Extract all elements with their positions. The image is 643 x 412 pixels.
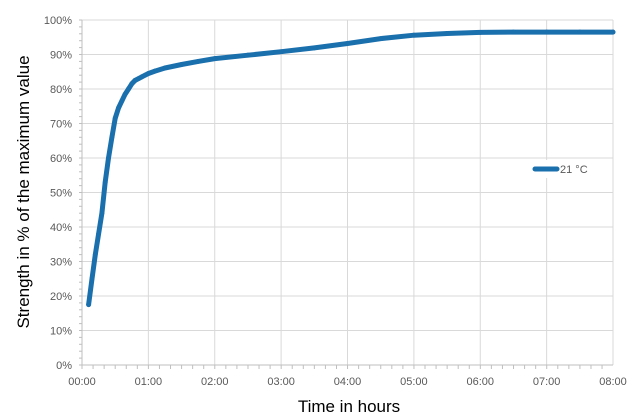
data-point: [544, 29, 550, 35]
y-tick-label: 20%: [50, 291, 72, 303]
x-tick-label: 06:00: [466, 376, 494, 388]
y-tick-label: 90%: [50, 50, 72, 62]
data-point: [106, 155, 111, 161]
data-point: [92, 252, 98, 257]
data-point: [278, 49, 284, 55]
legend-label: 21 °C: [560, 164, 588, 176]
x-tick-label: 07:00: [533, 376, 561, 388]
data-point: [477, 30, 483, 35]
x-tick-label: 04:00: [334, 376, 362, 388]
y-tick-label: 30%: [50, 257, 72, 269]
data-point: [122, 91, 128, 97]
y-tick-label: 10%: [50, 326, 72, 338]
y-tick-label: 80%: [50, 84, 72, 96]
data-point: [109, 134, 115, 140]
data-point: [152, 68, 158, 74]
series-layer: [86, 29, 616, 308]
y-tick-label: 60%: [50, 153, 72, 165]
x-axis-title: Time in hours: [298, 397, 400, 412]
data-point: [212, 56, 218, 62]
data-point: [179, 62, 184, 67]
data-point: [99, 210, 105, 216]
grid-layer: [81, 19, 614, 366]
y-tick-label: 70%: [50, 119, 72, 131]
axis-layer: 0% 10% 20% 30% 40% 50% 60% 70% 80% 90% 100% 00:00 01…: [44, 15, 627, 388]
x-tick-label: 03:00: [267, 376, 295, 388]
legend: 21 °C: [531, 160, 595, 178]
data-point: [86, 302, 92, 308]
legend-background: [531, 160, 595, 178]
data-point: [129, 81, 135, 87]
y-tick-label: 50%: [50, 188, 72, 200]
data-point: [245, 52, 251, 58]
data-point: [577, 29, 583, 35]
data-point: [444, 31, 450, 36]
data-point: [112, 115, 118, 121]
y-tick-label: 100%: [44, 15, 72, 27]
data-point: [511, 29, 516, 35]
data-point: [345, 41, 350, 46]
data-point: [411, 32, 417, 38]
data-point: [126, 86, 131, 92]
data-point: [311, 45, 317, 51]
x-tick-label: 00:00: [68, 376, 96, 388]
data-point: [162, 65, 168, 71]
data-point: [102, 179, 108, 185]
data-point: [610, 29, 616, 35]
x-tick-label: 05:00: [400, 376, 428, 388]
x-tick-label: 08:00: [599, 376, 627, 388]
data-point: [119, 98, 125, 104]
y-axis-title: Strength in % of the maximum value: [14, 55, 33, 328]
data-point: [96, 231, 101, 237]
x-tick-label: 02:00: [201, 376, 229, 388]
data-point: [378, 36, 384, 42]
y-tick-label: 40%: [50, 222, 72, 234]
x-tick-label: 01:00: [135, 376, 163, 388]
data-point: [89, 276, 95, 282]
data-point: [116, 105, 121, 111]
data-point: [195, 59, 201, 64]
data-point: [145, 71, 151, 76]
y-tick-label: 0%: [56, 360, 72, 372]
